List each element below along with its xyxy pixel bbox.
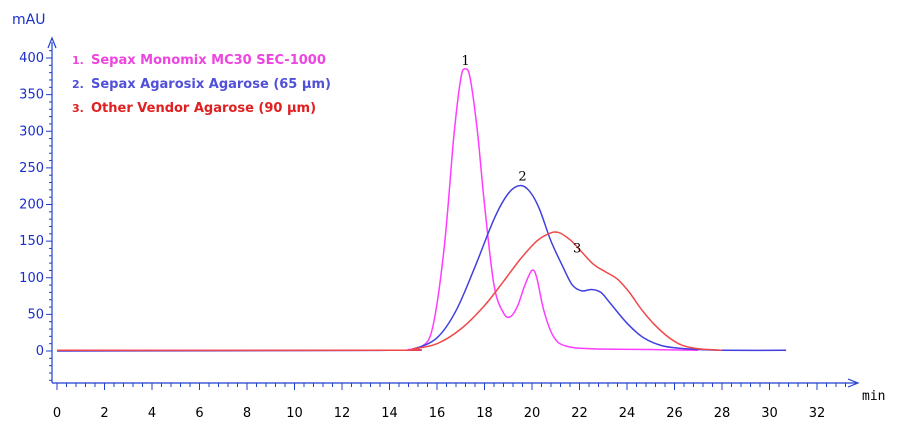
legend: 1. Sepax Monomix MC30 SEC-1000 2. Sepax Aga…: [72, 53, 331, 116]
x-tick-label: 20: [524, 406, 541, 421]
legend-entry-3: Other Vendor Agarose (90 μm): [91, 101, 316, 116]
x-axis-title: min: [862, 389, 885, 404]
x-tick-label: 18: [476, 406, 493, 421]
x-tick-label: 10: [286, 406, 303, 421]
x-tick-label: 0: [53, 406, 61, 421]
x-tick-label: 28: [714, 406, 731, 421]
y-tick-label: 150: [19, 234, 44, 249]
legend-number-2: 2.: [72, 78, 84, 91]
y-axis-arrow: [47, 36, 57, 49]
y-tick-label: 50: [27, 307, 44, 322]
y-tick-label: 400: [19, 51, 44, 66]
x-tick-label: 30: [761, 406, 778, 421]
x-tick-label: 32: [809, 406, 826, 421]
legend-number-3: 3.: [72, 102, 84, 115]
y-tick-label: 300: [19, 124, 44, 139]
y-tick-label: 250: [19, 161, 44, 176]
x-tick-label: 6: [195, 406, 203, 421]
x-tick-label: 12: [334, 406, 351, 421]
x-tick-label: 2: [100, 406, 108, 421]
x-tick-label: 8: [243, 406, 251, 421]
x-tick-label: 24: [619, 406, 636, 421]
series-3-line: [56, 231, 723, 352]
series-2-line: [56, 184, 787, 352]
legend-entry-1: Sepax Monomix MC30 SEC-1000: [91, 53, 326, 68]
x-tick-label: 16: [429, 406, 446, 421]
x-axis-arrow: [847, 378, 860, 388]
x-tick-label: 14: [381, 406, 398, 421]
y-tick-label: 200: [19, 198, 44, 213]
x-tick-label: 4: [148, 406, 156, 421]
peak-label-2: 2: [518, 170, 526, 185]
peak-label-3: 3: [573, 241, 581, 256]
y-tick-label: 0: [36, 344, 44, 359]
x-tick-label: 22: [571, 406, 588, 421]
y-tick-label: 350: [19, 88, 44, 103]
peak-label-1: 1: [461, 54, 469, 69]
x-tick-label: 26: [666, 406, 683, 421]
legend-number-1: 1.: [72, 54, 84, 67]
legend-entry-2: Sepax Agarosix Agarose (65 μm): [91, 77, 331, 92]
y-axis-title: mAU: [12, 12, 45, 28]
y-tick-label: 100: [19, 271, 44, 286]
